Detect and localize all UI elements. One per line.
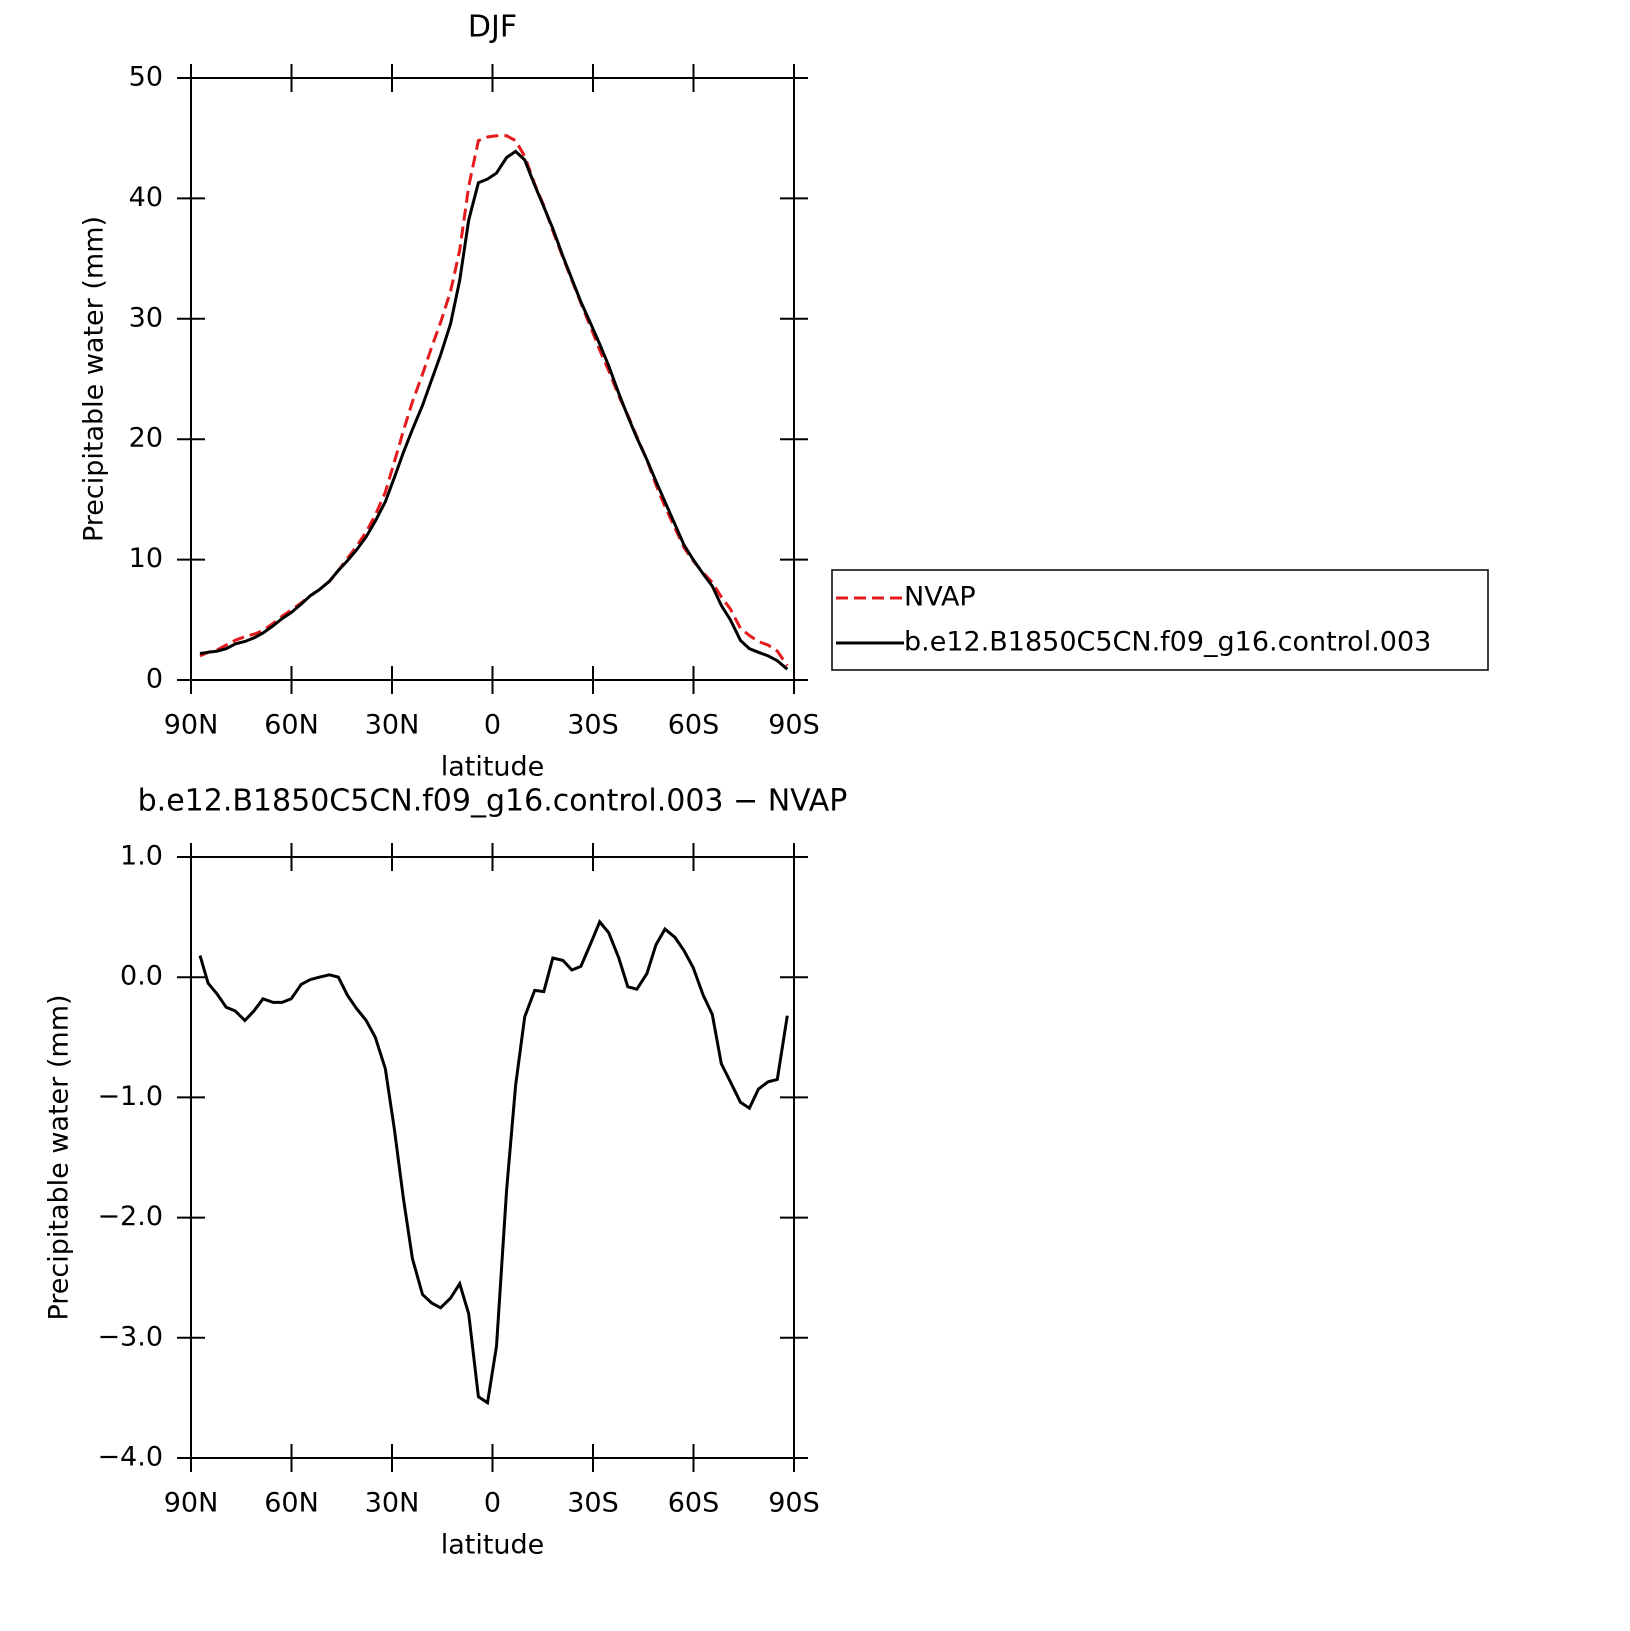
x-tick-label: 30N bbox=[365, 1488, 420, 1519]
x-axis-label: latitude bbox=[441, 752, 545, 783]
x-tick-label: 0 bbox=[484, 710, 501, 741]
x-tick-label: 30S bbox=[567, 710, 619, 741]
data-line bbox=[198, 919, 789, 1406]
x-tick-label: 60S bbox=[668, 1488, 720, 1519]
x-tick-label: 90N bbox=[164, 1488, 219, 1519]
legend-label: b.e12.B1850C5CN.f09_g16.control.003 bbox=[904, 627, 1431, 658]
x-axis-label: latitude bbox=[441, 1530, 545, 1561]
x-tick-label: 60N bbox=[264, 710, 319, 741]
y-tick-label: −3.0 bbox=[97, 1321, 163, 1352]
data-line bbox=[199, 149, 789, 671]
y-tick-label: 10 bbox=[129, 543, 163, 574]
y-tick-label: −2.0 bbox=[97, 1201, 163, 1232]
x-tick-label: 90S bbox=[768, 1488, 820, 1519]
y-tick-label: −1.0 bbox=[97, 1081, 163, 1112]
y-tick-label: 40 bbox=[129, 182, 163, 213]
y-axis-label: Precipitable water (mm) bbox=[79, 216, 110, 542]
y-tick-label: 50 bbox=[129, 62, 163, 93]
y-tick-label: 30 bbox=[129, 302, 163, 333]
y-axis-label: Precipitable water (mm) bbox=[44, 994, 75, 1320]
y-tick-label: 0 bbox=[146, 664, 163, 695]
y-tick-label: 1.0 bbox=[120, 841, 163, 872]
plot-frame bbox=[190, 77, 795, 681]
x-tick-label: 30N bbox=[365, 710, 420, 741]
x-tick-label: 90N bbox=[164, 710, 219, 741]
y-tick-label: 20 bbox=[129, 423, 163, 454]
y-tick-label: −4.0 bbox=[97, 1442, 163, 1473]
data-line bbox=[199, 134, 789, 667]
legend-box bbox=[831, 569, 1489, 671]
legend-label: NVAP bbox=[904, 582, 976, 613]
x-tick-label: 30S bbox=[567, 1488, 619, 1519]
x-tick-label: 0 bbox=[484, 1488, 501, 1519]
y-tick-label: 0.0 bbox=[120, 961, 163, 992]
x-tick-label: 90S bbox=[768, 710, 820, 741]
x-tick-label: 60S bbox=[668, 710, 720, 741]
x-tick-label: 60N bbox=[264, 1488, 319, 1519]
chart-title: b.e12.B1850C5CN.f09_g16.control.003 − NV… bbox=[138, 784, 848, 819]
chart-title: DJF bbox=[468, 10, 517, 45]
